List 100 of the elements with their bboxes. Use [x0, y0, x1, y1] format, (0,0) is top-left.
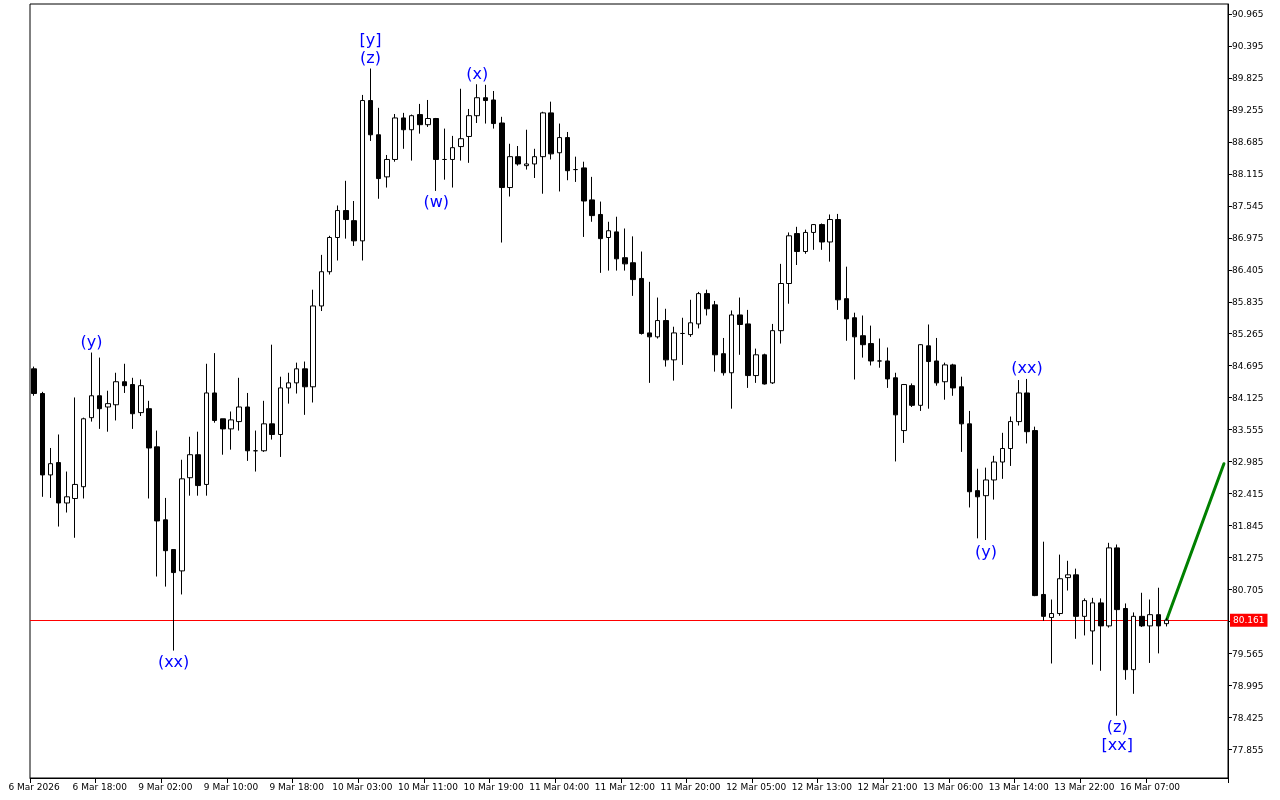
candlestick — [663, 308, 669, 368]
candlestick — [228, 410, 234, 451]
candlestick — [983, 467, 989, 541]
candlestick — [122, 363, 127, 394]
candlestick — [360, 94, 365, 261]
candlestick — [565, 131, 570, 181]
candlestick — [154, 430, 160, 577]
candlestick — [1147, 599, 1153, 664]
candlestick — [105, 390, 111, 433]
candlestick — [294, 362, 299, 395]
candlestick — [639, 251, 644, 336]
candlestick — [1114, 544, 1120, 717]
candlestick — [909, 382, 915, 408]
x-tick-label: 12 Mar 13:00 — [791, 781, 853, 792]
candlestick — [745, 309, 751, 389]
candlestick — [310, 289, 316, 404]
candlestick — [721, 337, 726, 377]
y-tick-label: 84.125 — [1232, 392, 1264, 403]
y-tick-label: 80.705 — [1232, 584, 1264, 595]
candlestick — [606, 221, 611, 272]
candlestick — [548, 101, 554, 160]
candlestick — [499, 116, 505, 244]
candlestick — [622, 228, 628, 272]
candlestick — [474, 83, 480, 124]
candlestick — [113, 372, 119, 421]
candlestick — [844, 266, 849, 342]
annotation: [y] — [359, 30, 382, 50]
y-tick-label: 90.395 — [1232, 40, 1264, 51]
y-tick-label: 77.855 — [1232, 744, 1264, 755]
y-tick-label: 79.565 — [1232, 648, 1264, 659]
candlestick — [704, 289, 710, 317]
candlestick — [852, 312, 857, 380]
candlestick — [926, 323, 931, 410]
candlestick — [696, 291, 701, 329]
candlestick — [433, 117, 439, 192]
candlestick — [1106, 542, 1112, 629]
candlestick — [557, 123, 562, 192]
candlestick — [72, 396, 78, 539]
candlestick — [335, 205, 340, 261]
candlestick — [163, 497, 168, 588]
candlestick — [319, 254, 324, 312]
candlestick — [975, 468, 980, 539]
candlestick — [212, 352, 217, 424]
x-tick-label: 9 Mar 10:00 — [203, 781, 259, 792]
candlestick — [171, 549, 176, 652]
candlestick — [343, 180, 349, 240]
candlestick — [737, 297, 743, 356]
candlestick — [97, 357, 102, 430]
y-tick-label: 81.275 — [1232, 552, 1264, 563]
x-tick-label: 11 Mar 12:00 — [594, 781, 656, 792]
y-tick-label: 83.555 — [1232, 424, 1264, 435]
candlestick — [901, 383, 907, 444]
candlestick — [934, 337, 939, 387]
candlestick — [811, 223, 816, 251]
candlestick — [827, 213, 833, 263]
candlestick — [524, 129, 529, 171]
candlestick — [540, 111, 546, 195]
candlestick — [918, 343, 923, 412]
candlestick — [729, 309, 734, 410]
y-tick-label: 89.255 — [1232, 104, 1264, 115]
y-tick-label: 87.545 — [1232, 200, 1264, 211]
candlestick — [753, 348, 759, 384]
candlestick — [179, 459, 185, 595]
candlestick — [991, 455, 997, 501]
candlestick — [220, 418, 226, 456]
x-tick-label: 10 Mar 19:00 — [463, 781, 524, 792]
y-tick-label: 82.415 — [1232, 488, 1264, 499]
candlestick — [671, 326, 677, 382]
y-tick-label: 86.975 — [1232, 232, 1264, 243]
candlestick — [835, 213, 841, 311]
x-tick-label: 10 Mar 11:00 — [397, 781, 459, 792]
candlestick — [392, 113, 398, 163]
x-tick-label: 12 Mar 21:00 — [857, 781, 918, 792]
y-tick-label: 89.825 — [1232, 72, 1264, 83]
x-tick-label: 9 Mar 02:00 — [138, 781, 193, 792]
candlestick — [1164, 617, 1169, 627]
candlestick — [1016, 379, 1022, 427]
x-tick-label: 11 Mar 20:00 — [660, 781, 721, 792]
candlestick — [1123, 602, 1128, 681]
candlestick — [885, 347, 890, 389]
candlestick — [573, 156, 578, 183]
candlestick — [942, 362, 948, 401]
x-tick-label: 6 Mar 18:00 — [72, 781, 128, 792]
candlestick — [1024, 378, 1030, 444]
candlestick — [1139, 592, 1145, 628]
x-tick-label: 6 Mar 2026 — [8, 781, 61, 792]
candlestick — [204, 363, 209, 497]
y-tick-label: 85.835 — [1232, 296, 1264, 307]
candlestick — [442, 128, 447, 181]
candlestick — [1065, 560, 1071, 592]
x-tick-label: 12 Mar 05:00 — [726, 781, 787, 792]
y-tick-label: 78.995 — [1232, 680, 1264, 691]
candlestick — [860, 315, 866, 359]
x-tick-label: 13 Mar 14:00 — [988, 781, 1050, 792]
candlestick — [1156, 587, 1161, 654]
x-tick-label: 9 Mar 18:00 — [269, 781, 325, 792]
candlestick — [89, 352, 94, 423]
candlestick — [1090, 597, 1095, 666]
annotation: (x) — [466, 63, 489, 83]
candlestick — [794, 226, 800, 266]
